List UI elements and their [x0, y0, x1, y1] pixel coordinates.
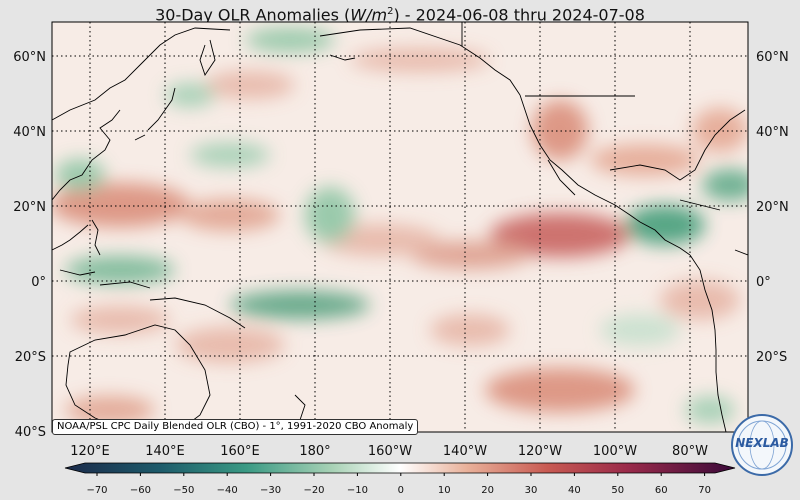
colorbar-tick-label: 20 — [481, 485, 494, 496]
colorbar-tick-label: −40 — [217, 485, 238, 496]
colorbar-gradient — [64, 462, 736, 474]
anomaly-field — [52, 22, 748, 432]
colorbar-tick-label: 60 — [655, 485, 668, 496]
colorbar-tick-label: 0 — [398, 485, 404, 496]
lon-label: 120°W — [518, 444, 562, 459]
colorbar-tick-label: −50 — [173, 485, 194, 496]
data-source-caption: NOAA/PSL CPC Daily Blended OLR (CBO) - 1… — [52, 419, 419, 435]
colorbar-tick-label: 70 — [698, 485, 711, 496]
lat-label: 20°N — [756, 200, 789, 215]
colorbar-ticks: −70 −60 −50 −40 −30 −20 −10 0 10 20 30 40 50 60 70 — [86, 473, 711, 496]
colorbar-tick-label: −10 — [347, 485, 368, 496]
lat-label: 0° — [756, 275, 771, 290]
lon-label: 80°W — [672, 444, 708, 459]
lon-label: 160°E — [220, 444, 260, 459]
lat-labels-left: 60°N 40°N 20°N 0° 20°S 40°S — [13, 50, 46, 440]
lon-label: 140°W — [443, 444, 487, 459]
colorbar-tick-label: −70 — [86, 485, 107, 496]
lon-labels: 120°E 140°E 160°E 180° 160°W 140°W 120°W… — [70, 444, 708, 459]
lon-label: 100°W — [593, 444, 637, 459]
globe-logo-icon: NEXLAB — [731, 414, 793, 476]
coastlines — [52, 22, 748, 432]
colorbar-tick-label: 30 — [525, 485, 538, 496]
lat-label: 20°S — [15, 350, 46, 365]
colorbar-tick-label: −60 — [130, 485, 151, 496]
colorbar-tick-label: 50 — [611, 485, 624, 496]
lat-label: 0° — [31, 275, 46, 290]
colorbar-tick-label: −20 — [303, 485, 324, 496]
colorbar-tick-label: −30 — [260, 485, 281, 496]
lon-label: 120°E — [70, 444, 110, 459]
colorbar: −70 −60 −50 −40 −30 −20 −10 0 10 20 30 40 50 60 70 — [64, 462, 736, 496]
colorbar-tick-label: 10 — [438, 485, 451, 496]
lat-label: 20°N — [13, 200, 46, 215]
lat-label: 40°N — [756, 125, 789, 140]
lon-label: 160°W — [368, 444, 412, 459]
lat-label: 60°N — [13, 50, 46, 65]
lat-label: 20°S — [756, 350, 787, 365]
lat-labels-right: 60°N 40°N 20°N 0° 20°S — [756, 50, 789, 365]
lat-label: 40°N — [13, 125, 46, 140]
lat-label: 40°S — [15, 425, 46, 440]
lon-label: 140°E — [145, 444, 185, 459]
logo-text: NEXLAB — [735, 436, 789, 450]
lon-label: 180° — [299, 444, 330, 459]
map-title: 30-Day OLR Anomalies (W/m2) - 2024-06-08… — [155, 5, 645, 25]
graticule — [52, 22, 748, 432]
colorbar-tick-label: 40 — [568, 485, 581, 496]
lat-label: 60°N — [756, 50, 789, 65]
